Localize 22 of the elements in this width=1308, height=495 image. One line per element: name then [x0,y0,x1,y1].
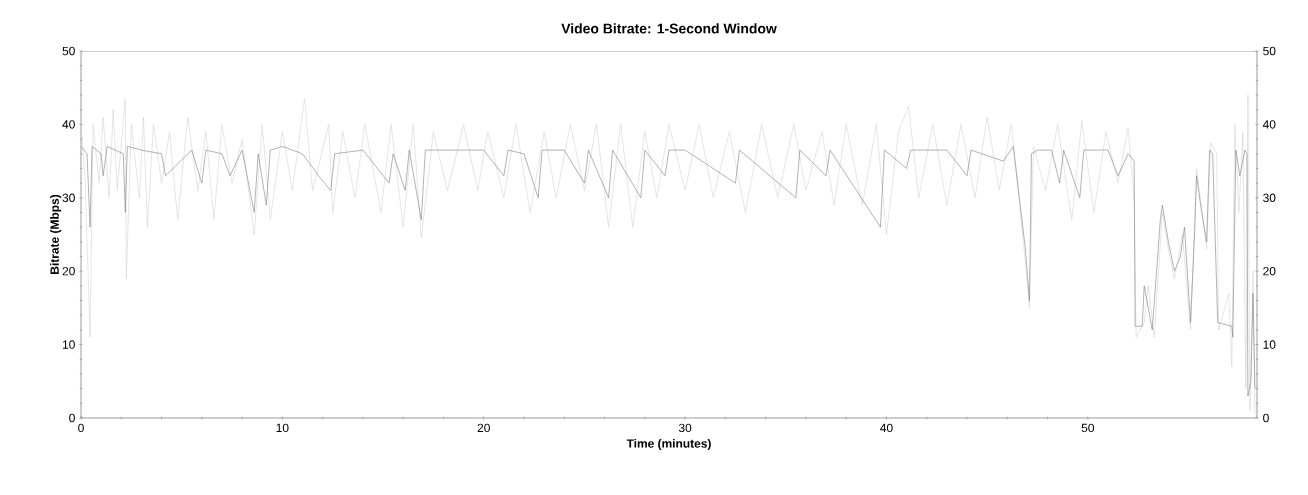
y-axis-title: Bitrate (Mbps) [50,194,62,274]
y2-tick-label: 10 [1263,340,1276,349]
x-tick-label: 20 [477,423,490,433]
x-tick-label: 50 [1081,423,1095,433]
y-tick-label: 30 [62,193,75,203]
y2-tick-label: 50 [1263,46,1276,56]
x-axis-title: Time (minutes) [626,438,711,451]
x-tick-label: 0 [78,423,84,433]
y2-tick-label: 0 [1263,413,1269,423]
line-series [81,94,1256,415]
x-tick-label: 30 [678,423,692,433]
y2-tick-label: 30 [1263,193,1276,203]
y-tick-label: 50 [62,46,75,56]
x-tick-label: 10 [276,423,289,433]
y2-tick-label: 40 [1262,120,1276,129]
y2-tick-label: 20 [1263,266,1276,276]
y-tick-label: 40 [62,120,75,129]
y-tick-label: 0 [69,413,75,423]
x-tick-label: 40 [880,423,893,433]
chart-title: Video Bitrate: 1-Second Window [561,23,777,34]
y-tick-label: 10 [62,340,75,349]
y-tick-label: 20 [62,266,75,276]
